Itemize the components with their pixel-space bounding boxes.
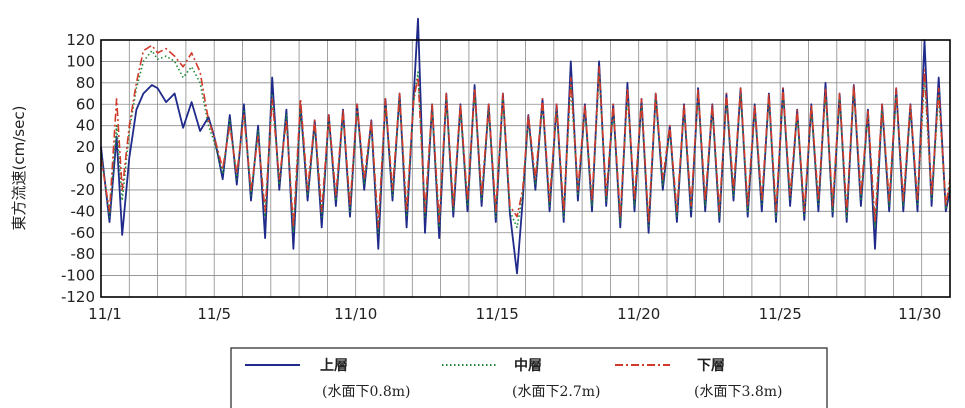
- y-axis-title: 東方流速(cm/sec): [10, 106, 28, 231]
- x-tick-label: 11/5: [197, 305, 231, 323]
- series-line-lower: [100, 44, 951, 229]
- x-tick-label: 11/20: [617, 305, 660, 323]
- legend: 上層 (水面下0.8m) 中層 (水面下2.7m) 下層 (水面下3.8m): [230, 347, 828, 408]
- y-tick-label: 100: [66, 52, 95, 70]
- x-tick-label: 11/15: [476, 305, 519, 323]
- grid: [100, 39, 951, 298]
- x-tick-label: 11/10: [334, 305, 377, 323]
- y-tick-label: 60: [76, 95, 95, 113]
- y-tick-label: 80: [76, 74, 95, 92]
- x-tick-label: 11/1: [88, 305, 122, 323]
- y-tick-label: -80: [71, 245, 96, 263]
- legend-box: [230, 347, 828, 408]
- y-tick-label: -40: [71, 202, 96, 220]
- legend-depth-middle: (水面下2.7m): [512, 384, 600, 400]
- series-lines: [100, 17, 951, 275]
- y-tick-label: -100: [61, 267, 95, 285]
- legend-depth-upper: (水面下0.8m): [322, 384, 410, 400]
- x-tick-labels: 11/1 11/5 11/10 11/15 11/20 11/25 11/30: [88, 305, 941, 323]
- y-tick-label: 120: [66, 31, 95, 49]
- legend-depth-lower: (水面下3.8m): [694, 384, 782, 400]
- x-tick-label: 11/25: [759, 305, 802, 323]
- y-tick-label: -120: [61, 288, 95, 306]
- series-line-upper: [100, 17, 951, 275]
- legend-label-middle: 中層: [514, 357, 542, 374]
- legend-label-lower: 下層: [697, 358, 725, 374]
- y-tick-label: -20: [71, 181, 96, 199]
- plot-frame: [100, 39, 951, 298]
- x-tick-label: 11/30: [898, 305, 941, 323]
- y-tick-label: 20: [76, 138, 95, 156]
- y-tick-labels: 120 100 80 60 40 20 0 -20 -40 -60 -80 -100 -120: [61, 31, 95, 306]
- y-tick-label: -60: [71, 224, 96, 242]
- y-tick-label: 0: [85, 160, 95, 178]
- legend-label-upper: 上層: [320, 358, 348, 374]
- y-tick-label: 40: [76, 117, 95, 135]
